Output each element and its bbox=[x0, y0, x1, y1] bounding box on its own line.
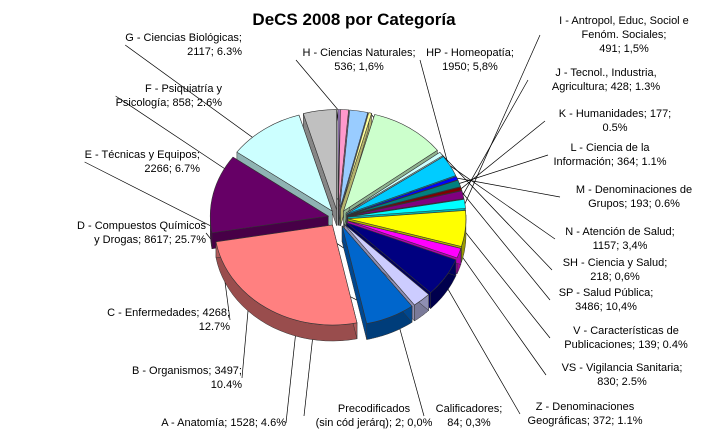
slice-label-hp: HP - Homeopatía; 1950; 5,8% bbox=[426, 47, 514, 73]
pie-slice-17 bbox=[340, 112, 372, 210]
pie-slice-10 bbox=[347, 190, 465, 217]
pie-slice-16 bbox=[343, 114, 438, 212]
pie-slice-15 bbox=[345, 151, 444, 214]
pie-slice-18 bbox=[339, 109, 369, 210]
pie-slice-1 bbox=[236, 114, 333, 212]
pie-slice-11 bbox=[347, 186, 463, 216]
slice-label-b: B - Organismos; 3497; 10.4% bbox=[131, 365, 242, 391]
slice-label-a: A - Anatomía; 1528; 4.6% bbox=[161, 417, 286, 429]
pie-slice-20 bbox=[337, 109, 341, 210]
pie-slice-5 bbox=[344, 224, 430, 306]
pie-slice-0 bbox=[302, 109, 337, 210]
pie-slice-14 bbox=[346, 156, 457, 215]
slice-label-j: J - Tecnol., Industria, Agricultura; 428… bbox=[551, 67, 661, 93]
slice-label-sh: SH - Ciencia y Salud; 218; 0,6% bbox=[562, 257, 668, 283]
pie-slice-7 bbox=[347, 220, 462, 259]
slice-label-d: D - Compuestos Químicos y Drogas; 8617; … bbox=[77, 220, 206, 246]
pie-slice-19 bbox=[338, 109, 349, 210]
pie-slice-13 bbox=[347, 176, 459, 216]
slice-label-precodificados: Precodificados (sin cód jerárq); 2; 0,0% bbox=[315, 403, 433, 429]
slice-label-i: I - Antropol, Educ, Sociol e Fenóm. Soci… bbox=[559, 15, 689, 55]
leader-line-13 bbox=[457, 177, 561, 198]
chart-title: DeCS 2008 por Categoría bbox=[252, 10, 456, 29]
slice-label-v: V - Características de Publicaciones; 13… bbox=[564, 325, 688, 351]
pie-slice-6 bbox=[346, 222, 457, 294]
leader-line-15 bbox=[441, 153, 553, 271]
pie-slice-9 bbox=[347, 198, 466, 218]
slice-label-sp: SP - Salud Pública; 3486; 10,4% bbox=[558, 287, 654, 313]
slice-label-calificadores: Calificadores; 84; 0,3% bbox=[435, 403, 503, 429]
slice-label-f: F - Psiquiatría y Psicología; 858; 2.6% bbox=[115, 83, 222, 109]
slice-label-l: L - Ciencia de la Información; 364; 1.1% bbox=[553, 142, 667, 168]
pie-slice-2 bbox=[209, 156, 330, 234]
leader-line-12 bbox=[459, 154, 549, 184]
leader-line-10 bbox=[462, 79, 529, 195]
slice-label-n: N - Atención de Salud; 1157; 3,4% bbox=[565, 226, 675, 252]
leader-line-14 bbox=[449, 165, 556, 240]
slice-label-k: K - Humanidades; 177; 0.5% bbox=[558, 108, 672, 134]
pie-slice-4 bbox=[341, 225, 413, 324]
slice-label-g: G - Ciencias Biológicas; 2117; 6.3% bbox=[125, 32, 242, 58]
slice-label-e: E - Técnicas y Equipos; 2266; 6.7% bbox=[84, 149, 200, 175]
leader-line-11 bbox=[460, 120, 546, 189]
slice-label-vs: VS - Vigilancia Sanitaria; 830; 2.5% bbox=[561, 362, 683, 388]
pie-slice-3 bbox=[215, 224, 358, 326]
slice-label-h: H - Ciencias Naturales; 536; 1,6% bbox=[302, 47, 416, 73]
pie-slice-12 bbox=[347, 179, 461, 216]
pie-slices bbox=[209, 109, 467, 342]
slice-label-m: M - Denominaciones de Grupos; 193; 0.6% bbox=[575, 184, 693, 210]
pie-slice-8 bbox=[347, 210, 467, 247]
slice-label-c: C - Enfermedades; 4268; 12.7% bbox=[107, 307, 230, 333]
slice-label-z: Z - Denominaciones Geográficas; 372; 1.1… bbox=[527, 401, 643, 427]
